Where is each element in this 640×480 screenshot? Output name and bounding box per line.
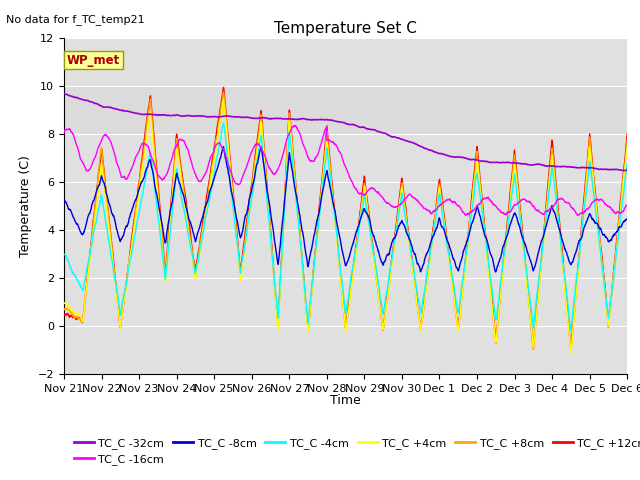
Legend: TC_C -32cm, TC_C -16cm, TC_C -8cm, TC_C -4cm, TC_C +4cm, TC_C +8cm, TC_C +12cm: TC_C -32cm, TC_C -16cm, TC_C -8cm, TC_C …	[70, 433, 640, 469]
Title: Temperature Set C: Temperature Set C	[274, 21, 417, 36]
X-axis label: Time: Time	[330, 394, 361, 407]
Bar	[64, 86, 627, 134]
Text: No data for f_TC_temp21: No data for f_TC_temp21	[6, 14, 145, 25]
Y-axis label: Temperature (C): Temperature (C)	[19, 156, 32, 257]
Text: WP_met: WP_met	[67, 53, 120, 67]
